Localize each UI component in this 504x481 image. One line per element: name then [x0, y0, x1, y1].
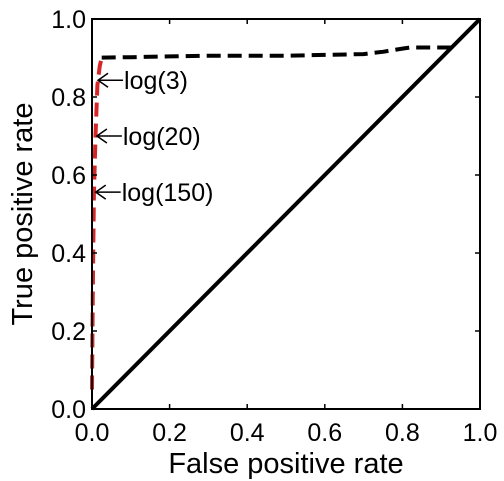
annotation-label: log(20): [123, 123, 201, 151]
y-axis-title: True positive rate: [7, 103, 39, 326]
annotation-label: log(150): [122, 179, 214, 207]
black-dashed-roc-line: [101, 45, 453, 60]
annotation-arrowhead-icon: [96, 72, 109, 88]
diagonal-reference-line: [90, 17, 482, 411]
y-tick-label: 0.4: [51, 240, 86, 268]
ticks-layer: 0.0 0.2 0.4 0.6 0.8 1.0 0.0 0.2 0.4 0.6 0.8 1.0: [51, 6, 497, 447]
x-tick-label: 0.4: [230, 419, 265, 447]
x-tick-label: 0.0: [75, 419, 110, 447]
x-axis-title: False positive rate: [168, 448, 403, 480]
annotations-layer: log(3) log(20) log(150): [94, 67, 214, 207]
plot-frame: [91, 18, 481, 410]
red-dashed-roc-line: [90, 57, 104, 390]
annotation-arrowhead-icon: [95, 128, 108, 144]
x-tick-label: 0.8: [385, 419, 420, 447]
y-tick-label: 0.0: [51, 396, 86, 424]
annotation-1: log(20): [95, 123, 201, 151]
annotation-arrowhead-icon: [94, 184, 107, 200]
x-tick-label: 0.6: [307, 419, 342, 447]
y-tick-label: 0.8: [51, 84, 86, 112]
x-tick-label: 0.2: [152, 419, 187, 447]
annotation-0: log(3): [96, 67, 188, 95]
y-tick-label: 0.6: [51, 162, 86, 190]
annotation-2: log(150): [94, 179, 214, 207]
x-tick-label: 1.0: [463, 419, 498, 447]
y-tick-label: 1.0: [51, 6, 86, 34]
y-tick-label: 0.2: [51, 318, 86, 346]
annotation-label: log(3): [124, 67, 188, 95]
